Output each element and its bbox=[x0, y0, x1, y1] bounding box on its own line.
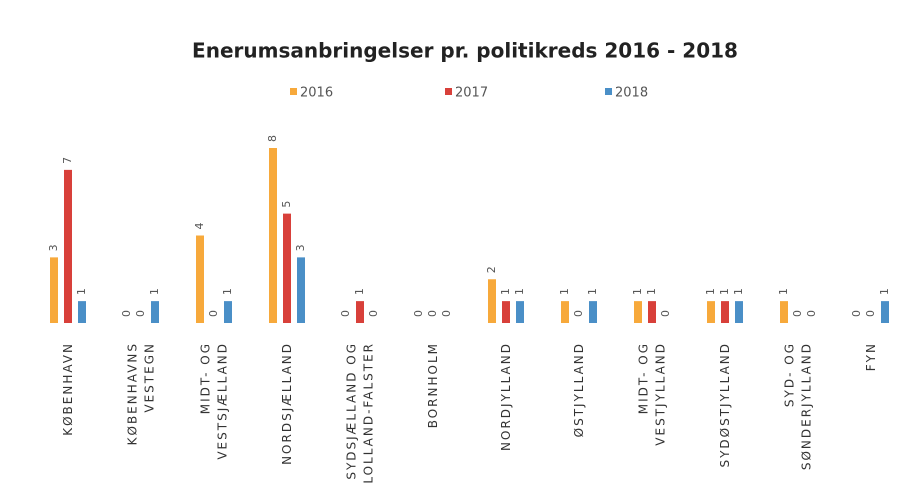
bar bbox=[648, 301, 656, 323]
data-label: 1 bbox=[732, 288, 745, 295]
data-label: 1 bbox=[513, 288, 526, 295]
data-label: 1 bbox=[558, 288, 571, 295]
bar bbox=[516, 301, 524, 323]
data-label: 3 bbox=[47, 244, 60, 251]
data-label: 0 bbox=[367, 310, 380, 317]
legend-item: 2016 bbox=[290, 86, 333, 101]
legend-swatch bbox=[605, 88, 612, 95]
x-tick-label: MIDT- OG VESTSJÆLLAND bbox=[198, 342, 229, 460]
bar bbox=[589, 301, 597, 323]
legend-label: 2017 bbox=[455, 86, 488, 101]
x-tick-label: NORDJYLLAND bbox=[499, 342, 513, 451]
data-label: 1 bbox=[586, 288, 599, 295]
x-tick-label: BORNHOLM bbox=[426, 342, 440, 428]
legend-item: 2017 bbox=[445, 86, 488, 101]
data-label: 7 bbox=[61, 157, 74, 164]
data-label: 0 bbox=[120, 310, 133, 317]
x-tick-label: KØBENHAVN bbox=[61, 342, 75, 436]
data-label: 1 bbox=[878, 288, 891, 295]
bar bbox=[356, 301, 364, 323]
data-label: 0 bbox=[440, 310, 453, 317]
x-tick-label: KØBENHAVNS VESTEGN bbox=[125, 342, 156, 445]
bar bbox=[721, 301, 729, 323]
data-label: 3 bbox=[294, 244, 307, 251]
bar bbox=[50, 257, 58, 323]
data-label: 1 bbox=[704, 288, 717, 295]
data-label: 0 bbox=[134, 310, 147, 317]
chart-title: Enerumsanbringelser pr. politikreds 2016… bbox=[192, 39, 738, 63]
legend-label: 2018 bbox=[615, 86, 648, 101]
bar bbox=[196, 235, 204, 323]
x-tick-label: ØSTJYLLAND bbox=[572, 342, 586, 437]
bar bbox=[780, 301, 788, 323]
data-label: 0 bbox=[426, 310, 439, 317]
data-label: 1 bbox=[75, 288, 88, 295]
data-label: 1 bbox=[499, 288, 512, 295]
data-label: 1 bbox=[645, 288, 658, 295]
data-label: 1 bbox=[631, 288, 644, 295]
data-label: 1 bbox=[353, 288, 366, 295]
legend-label: 2016 bbox=[300, 86, 333, 101]
data-label: 5 bbox=[280, 201, 293, 208]
x-tick-label: SYDSJÆLLAND OG LOLLAND-FALSTER bbox=[344, 342, 375, 484]
bar bbox=[707, 301, 715, 323]
bar bbox=[151, 301, 159, 323]
data-label: 8 bbox=[266, 135, 279, 142]
bar bbox=[78, 301, 86, 323]
data-label: 1 bbox=[148, 288, 161, 295]
x-tick-label: SYD- OG SØNDERJYLLAND bbox=[782, 342, 813, 470]
bar bbox=[269, 148, 277, 323]
bar bbox=[735, 301, 743, 323]
legend-swatch bbox=[290, 88, 297, 95]
bar bbox=[297, 257, 305, 323]
legend-swatch bbox=[445, 88, 452, 95]
data-label: 0 bbox=[850, 310, 863, 317]
data-label: 2 bbox=[485, 266, 498, 273]
legend-item: 2018 bbox=[605, 86, 648, 101]
data-label: 0 bbox=[791, 310, 804, 317]
data-label: 0 bbox=[572, 310, 585, 317]
x-tick-label: SYDØSTJYLLAND bbox=[718, 342, 732, 468]
data-label: 1 bbox=[221, 288, 234, 295]
bar bbox=[502, 301, 510, 323]
data-label: 0 bbox=[207, 310, 220, 317]
bar bbox=[64, 169, 72, 323]
data-label: 0 bbox=[864, 310, 877, 317]
data-label: 0 bbox=[339, 310, 352, 317]
x-tick-label: NORDSJÆLLAND bbox=[280, 342, 294, 465]
data-label: 4 bbox=[193, 223, 206, 230]
bar bbox=[881, 301, 889, 323]
x-tick-label: FYN bbox=[864, 342, 878, 371]
data-label: 0 bbox=[412, 310, 425, 317]
data-label: 0 bbox=[805, 310, 818, 317]
x-tick-label: MIDT- OG VESTJYLLAND bbox=[636, 342, 667, 446]
data-label: 0 bbox=[659, 310, 672, 317]
bar bbox=[561, 301, 569, 323]
bar bbox=[283, 213, 291, 323]
bar bbox=[488, 279, 496, 323]
data-label: 1 bbox=[777, 288, 790, 295]
bar bbox=[634, 301, 642, 323]
data-label: 1 bbox=[718, 288, 731, 295]
bar bbox=[224, 301, 232, 323]
